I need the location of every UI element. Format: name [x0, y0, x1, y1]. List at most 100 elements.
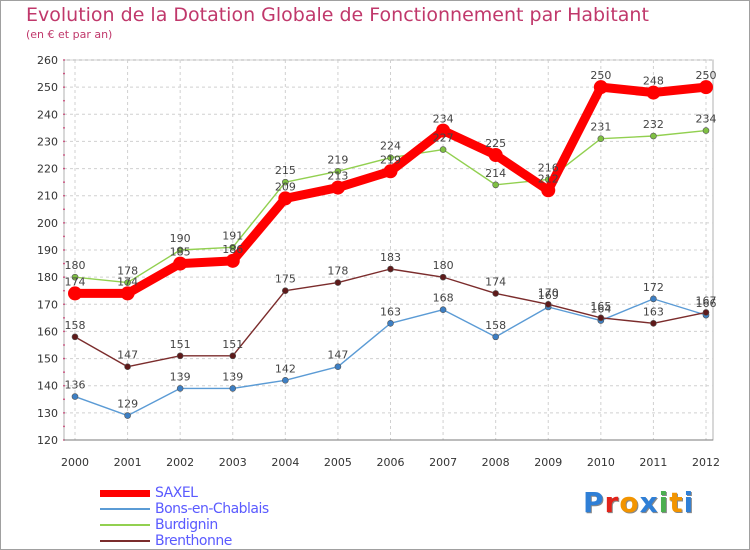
legend-item-brenthonne: Brenthonne	[100, 533, 400, 549]
y-minor-tick	[63, 235, 65, 238]
y-minor-tick	[63, 221, 65, 224]
data-point	[383, 164, 398, 179]
x-tick-label: 2010	[587, 456, 615, 469]
y-minor-tick	[63, 99, 65, 102]
legend-item-bons-en-chablais: Bons-en-Chablais	[100, 501, 400, 517]
x-tick-label: 2007	[429, 456, 457, 469]
data-label: 158	[65, 319, 86, 332]
data-label: 168	[433, 292, 454, 305]
y-tick-label: 260	[37, 54, 58, 67]
data-point	[699, 80, 713, 95]
legend-swatch-brenthonne	[100, 540, 150, 542]
data-point	[387, 265, 394, 273]
data-label: 163	[643, 305, 664, 318]
data-label: 185	[170, 246, 191, 259]
x-tick-label: 2003	[219, 456, 247, 469]
y-minor-tick	[63, 276, 65, 279]
data-point	[71, 273, 79, 281]
x-tick-label: 2008	[482, 456, 510, 469]
data-point	[120, 286, 135, 301]
legend-item-burdignin: Burdignin	[100, 517, 400, 533]
y-minor-tick	[63, 371, 65, 374]
data-label: 163	[380, 305, 401, 318]
data-point	[229, 385, 237, 392]
data-point	[544, 300, 552, 308]
data-label: 250	[696, 69, 717, 82]
y-tick-label: 230	[37, 135, 58, 148]
y-tick-label: 150	[37, 353, 58, 366]
logo-letter: P	[583, 486, 605, 519]
y-minor-tick	[63, 167, 65, 170]
data-label: 170	[538, 286, 559, 299]
y-minor-tick	[63, 425, 65, 428]
data-label: 139	[170, 370, 191, 383]
logo-letter: i	[658, 486, 670, 519]
data-label: 166	[696, 297, 717, 310]
data-point	[439, 273, 447, 281]
y-minor-tick	[63, 344, 65, 346]
y-minor-tick	[63, 113, 65, 116]
y-tick-label: 160	[37, 325, 58, 338]
data-point	[334, 279, 342, 286]
y-minor-tick	[63, 154, 65, 156]
data-label: 147	[117, 349, 138, 362]
data-label: 151	[170, 338, 191, 351]
legend-swatch-burdignin	[100, 524, 150, 526]
data-label: 169	[538, 289, 559, 302]
y-minor-tick	[63, 303, 65, 306]
data-point	[68, 286, 82, 301]
logo-letter: r	[604, 486, 620, 519]
data-label: 139	[222, 370, 243, 383]
data-point	[71, 393, 79, 400]
data-label: 174	[65, 275, 86, 288]
data-label: 250	[590, 69, 611, 82]
data-label: 164	[590, 303, 611, 316]
data-label: 231	[590, 121, 611, 134]
logo-letter: x	[639, 486, 659, 519]
y-minor-tick	[63, 59, 65, 61]
data-label: 165	[590, 300, 611, 313]
y-tick-label: 210	[37, 190, 58, 203]
axes: 120 130 140 150 160 170 180 190 200 210 220 230 240 2…	[37, 54, 720, 469]
data-label: 219	[327, 153, 348, 166]
data-point	[124, 363, 131, 371]
data-label: 136	[65, 379, 86, 392]
data-label: 234	[696, 113, 717, 126]
data-label: 186	[222, 243, 243, 256]
y-tick-label: 240	[37, 108, 58, 121]
data-point	[492, 181, 499, 189]
data-point	[330, 180, 345, 195]
legend-swatch-bons-en-chablais	[100, 508, 150, 510]
data-point	[282, 178, 289, 186]
data-label: 174	[485, 275, 506, 288]
data-label: 151	[222, 338, 243, 351]
data-label: 167	[696, 294, 717, 307]
data-label: 214	[485, 167, 506, 180]
proxiti-logo: Proxiti	[583, 486, 694, 519]
y-minor-tick	[63, 72, 65, 75]
data-label: 234	[433, 113, 454, 126]
y-minor-tick	[63, 289, 65, 292]
chart-title: Evolution de la Dotation Globale de Fonc…	[26, 4, 649, 26]
data-point	[702, 127, 710, 134]
data-point	[71, 333, 79, 341]
data-label: 172	[643, 281, 664, 294]
x-tick-label: 2000	[61, 456, 89, 469]
y-tick-label: 220	[37, 163, 58, 176]
data-label: 209	[275, 180, 296, 193]
logo-letter: t	[669, 486, 684, 519]
logo-letter: i	[683, 486, 695, 519]
data-point	[597, 135, 605, 143]
data-label: 175	[275, 273, 296, 286]
x-tick-label: 2005	[324, 456, 352, 469]
data-label: 180	[65, 259, 86, 272]
legend-swatch-saxel	[100, 490, 150, 497]
data-point	[225, 253, 240, 268]
legend-label-burdignin: Burdignin	[155, 517, 218, 533]
data-label: 215	[275, 164, 296, 177]
data-label: 227	[433, 132, 454, 145]
data-labels: 174 174 185 186 209 213 219 234 225 212 250 248 250 1…	[65, 69, 717, 410]
y-tick-label: 140	[37, 380, 58, 393]
x-tick-label: 2006	[377, 456, 405, 469]
